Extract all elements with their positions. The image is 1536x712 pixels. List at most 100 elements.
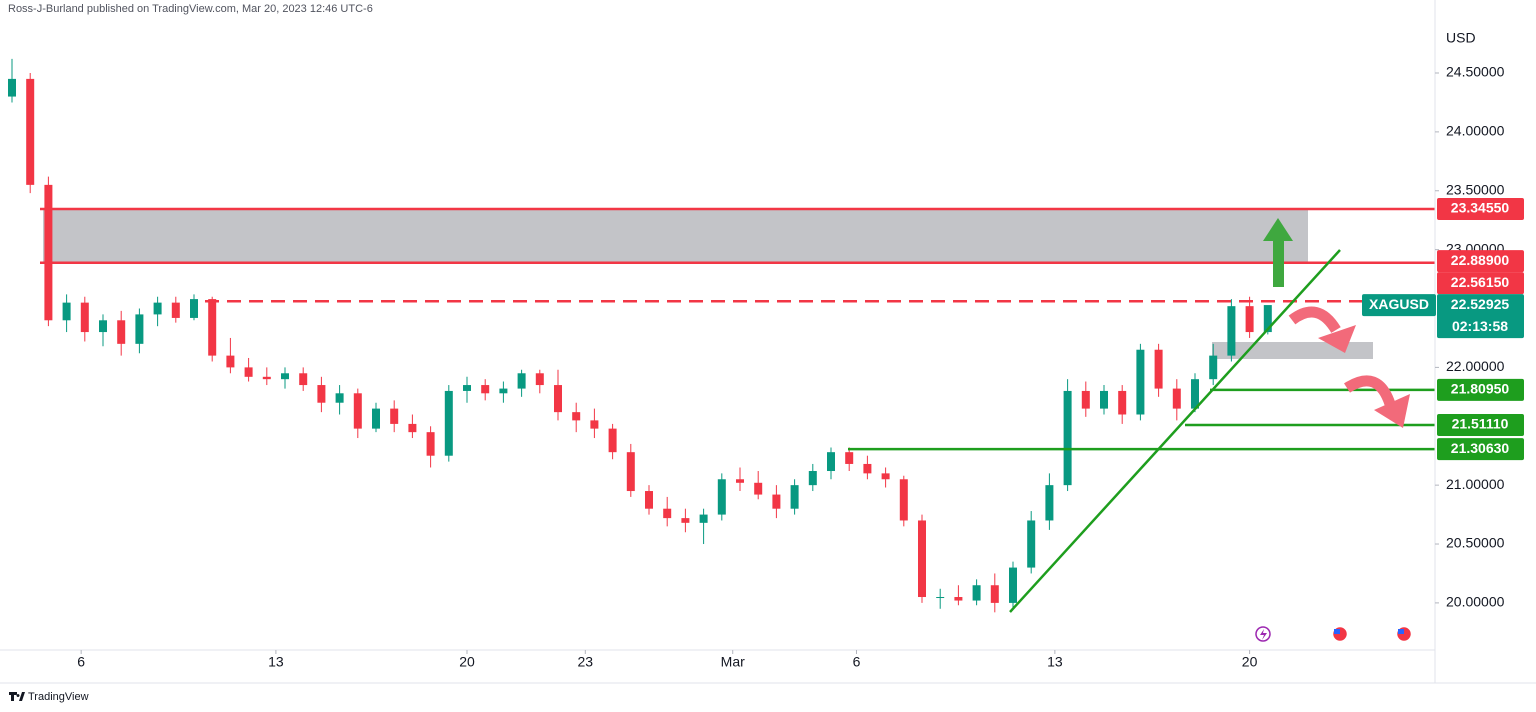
candle-body (899, 479, 908, 521)
candle-body (972, 585, 981, 601)
header: Ross-J-Burland published on TradingView.… (8, 3, 373, 15)
candle-body (226, 355, 235, 368)
x-tick-label: 6 (853, 654, 861, 670)
candle-body (171, 302, 180, 318)
time-axis: 6 13 20 23 Mar 6 13 20 (77, 650, 1258, 670)
candle-body (1245, 306, 1254, 333)
y-tick-label: 20.00000 (1446, 594, 1505, 610)
candle-body (426, 432, 435, 456)
trendline (1009, 249, 1341, 613)
price-label: 22.52925 (1451, 296, 1510, 312)
candle-body (317, 385, 326, 403)
candle-body (990, 585, 999, 603)
support-zone (1212, 342, 1373, 359)
candle-body (827, 452, 835, 472)
up-arrow-shaft (1273, 240, 1284, 287)
candle-body (1209, 355, 1218, 380)
candle-body (918, 520, 926, 598)
candle-body (754, 482, 763, 495)
candle-body (117, 320, 126, 344)
candle-body (717, 479, 726, 515)
candle-body (1263, 305, 1272, 333)
candles (8, 58, 1272, 613)
x-tick-label: 23 (578, 654, 594, 670)
x-tick-label: Mar (721, 654, 745, 670)
levels (40, 207, 1435, 451)
candle-body (80, 302, 89, 333)
y-tick-label: 21.00000 (1446, 476, 1505, 492)
candle-body (335, 393, 344, 403)
candle-body (863, 463, 872, 474)
candle-body (1100, 390, 1108, 409)
candle-body (790, 485, 799, 509)
candle-body (353, 393, 362, 429)
candle-body (281, 373, 289, 380)
x-tick-label: 6 (77, 654, 85, 670)
candle-body (1118, 390, 1127, 415)
candle-body (1191, 379, 1199, 409)
annotations (1009, 218, 1410, 613)
price-label: 21.51110 (1452, 416, 1509, 432)
candle-body (663, 508, 672, 519)
price-label-box (1437, 197, 1524, 220)
candle-body (153, 302, 162, 315)
candle-body (372, 408, 380, 429)
down-arrow-head (1318, 325, 1356, 353)
candle-body (481, 385, 490, 394)
candle-body (1172, 388, 1181, 409)
event-icon (1255, 626, 1271, 642)
countdown: 02:13:58 (1452, 318, 1508, 334)
event-icon (1260, 629, 1267, 640)
candle-body (772, 494, 781, 509)
candle-body (26, 78, 35, 185)
candle-body (499, 388, 508, 394)
down-arrow-head (1374, 394, 1410, 428)
candle-body (554, 385, 562, 413)
price-axis: USD 24.5000024.0000023.5000023.0000022.0… (1435, 30, 1505, 610)
y-tick-label: 20.50000 (1446, 535, 1505, 551)
x-tick-label: 13 (1047, 654, 1063, 670)
candle-body (44, 184, 53, 321)
x-tick-label: 20 (459, 654, 475, 670)
candle-body (244, 367, 253, 377)
price-label-box (1437, 272, 1524, 295)
drawings (43, 209, 1373, 359)
price-labels: 23.34550 22.88900 22.56150 22.52925 02:13:58… (1362, 197, 1524, 461)
x-tick-label: 13 (268, 654, 284, 670)
resistance-zone (43, 209, 1308, 263)
candle-body (626, 452, 635, 492)
price-label: 23.34550 (1451, 200, 1510, 216)
candle-body (190, 299, 198, 318)
candle-body (699, 514, 708, 523)
price-label-box (1437, 438, 1524, 461)
symbol-label: XAGUSD (1369, 296, 1429, 312)
events (1255, 625, 1413, 643)
candle-body (262, 376, 271, 380)
candle-body (1045, 485, 1054, 521)
candle-body (590, 420, 599, 429)
candle-body (1081, 390, 1090, 409)
candle-body (444, 390, 453, 456)
x-tick-label: 20 (1242, 654, 1258, 670)
candle-body (954, 597, 963, 601)
logo (9, 692, 25, 701)
y-tick-label: 23.50000 (1446, 181, 1505, 197)
candle-body (208, 299, 217, 356)
candle-body (1227, 306, 1236, 356)
candle-body (135, 314, 144, 344)
candle-body (99, 320, 107, 333)
footer: TradingView (9, 691, 89, 703)
candle-body (535, 373, 544, 386)
candle-body (645, 491, 653, 509)
candle-body (845, 452, 854, 464)
price-label-box (1437, 413, 1524, 436)
candle-body (62, 302, 71, 321)
candle-body (408, 423, 417, 433)
price-label: 22.56150 (1451, 274, 1510, 290)
candle-body (1063, 390, 1072, 486)
candle-body (517, 373, 526, 389)
up-arrow-head (1263, 218, 1293, 241)
candle-body (572, 412, 581, 421)
